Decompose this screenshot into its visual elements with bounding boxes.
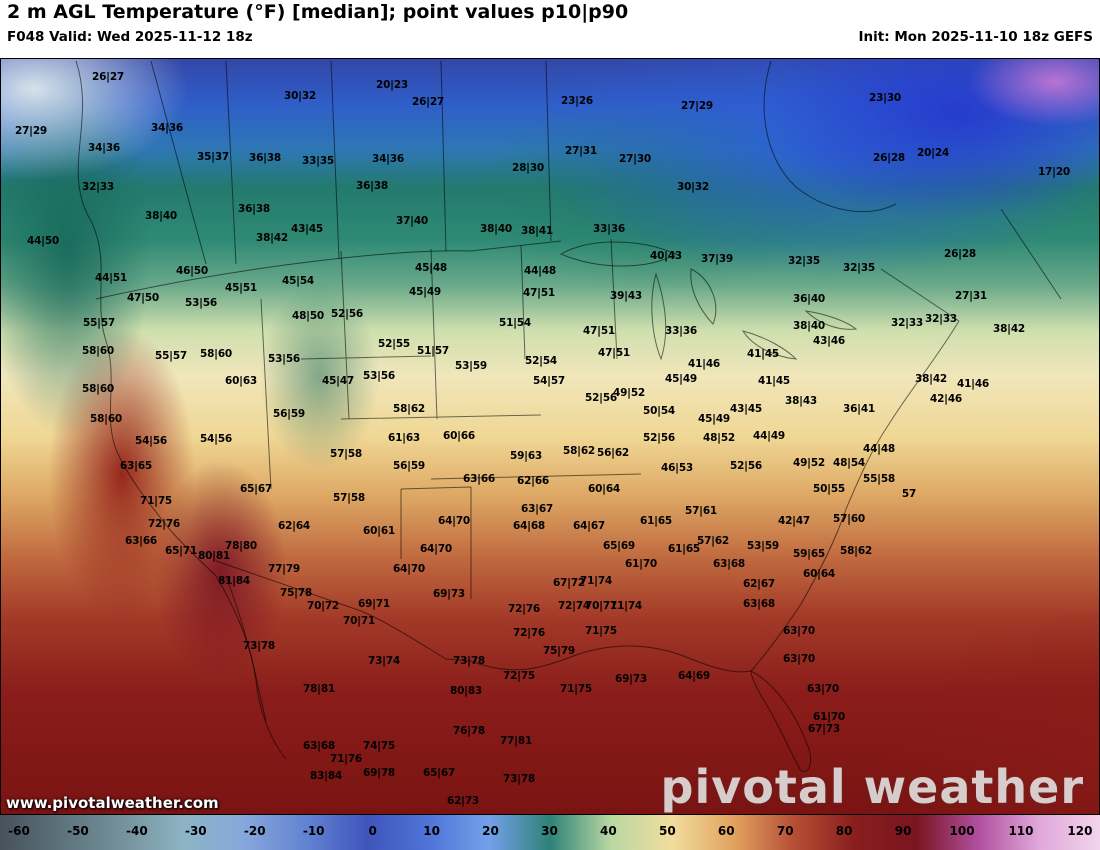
us-mexico-border <box>215 560 472 662</box>
colorbar-tick: 100 <box>949 824 975 838</box>
st-lawrence-coast <box>880 208 1062 322</box>
lake-huron <box>690 268 717 325</box>
us-canada-border <box>95 240 562 300</box>
site-url-watermark: www.pivotalweather.com <box>6 794 219 812</box>
hudson-bay-coastline <box>763 60 897 213</box>
colorbar-tick: 0 <box>368 824 377 838</box>
colorbar-tick: 50 <box>658 824 676 838</box>
temperature-map-image: 26|27 30|32 20|23 26|27 23|26 27|29 23|30 27|29… <box>0 58 1100 815</box>
colorbar-tick: -50 <box>67 824 89 838</box>
colorbar-tick: 60 <box>717 824 735 838</box>
colorbar-tick: -20 <box>243 824 266 838</box>
colorbar-tick: 110 <box>1008 824 1034 838</box>
map-title: 2 m AGL Temperature (°F) [median]; point… <box>7 1 629 23</box>
colorbar-tick: -60 <box>8 824 30 838</box>
gulf-coastline <box>470 645 752 673</box>
header: 2 m AGL Temperature (°F) [median]; point… <box>0 0 1100 58</box>
state-borders <box>260 238 642 599</box>
colorbar-tick: 90 <box>894 824 912 838</box>
baja-coastline <box>225 575 267 722</box>
lake-michigan <box>651 272 667 361</box>
colorbar: -60 -50 -40 -30 -20 -10 0 10 20 30 40 50 60 70 80 90 100… <box>0 815 1100 850</box>
colorbar-tick: 30 <box>541 824 558 838</box>
init-time-label: Init: Mon 2025-11-10 18z GEFS <box>858 29 1093 45</box>
colorbar-tick: -40 <box>126 824 148 838</box>
brand-watermark: pivotal weather <box>660 760 1084 814</box>
geography-boundaries <box>75 60 1062 773</box>
colorbar-tick: 120 <box>1067 824 1093 838</box>
colorbar-tick: 70 <box>776 824 794 838</box>
florida-coastline <box>750 670 812 773</box>
lake-erie <box>741 330 798 360</box>
colorbar-tick: 10 <box>423 824 440 838</box>
colorbar-tick: -10 <box>302 824 325 838</box>
pacific-coastline <box>75 60 287 760</box>
valid-time-label: F048 Valid: Wed 2025-11-12 18z <box>7 29 253 45</box>
lake-ontario <box>804 310 858 330</box>
colorbar-tick: 20 <box>482 824 499 838</box>
lake-superior <box>559 241 678 267</box>
colorbar-tick: 40 <box>600 824 617 838</box>
colorbar-tick: 80 <box>835 824 853 838</box>
province-borders <box>150 60 552 265</box>
atlantic-coastline <box>750 320 960 672</box>
colorbar-tick: -30 <box>184 824 207 838</box>
